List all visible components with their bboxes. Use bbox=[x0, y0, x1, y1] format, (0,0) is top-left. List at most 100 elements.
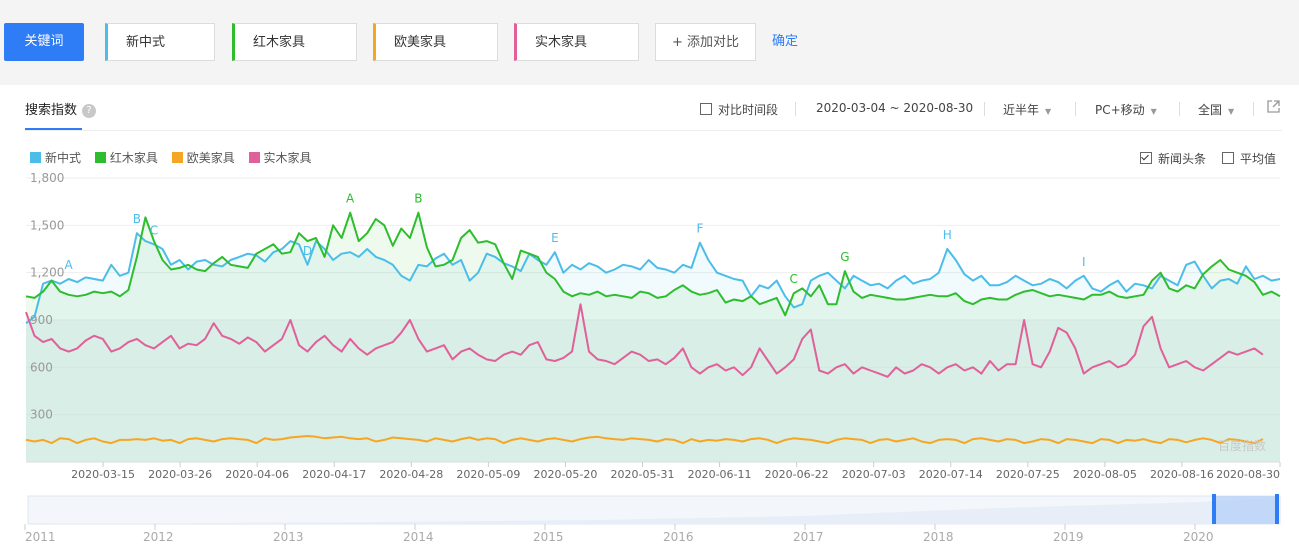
y-axis: 300 600 900 1,200 1,500 1,800 bbox=[30, 171, 64, 422]
tab-search-index[interactable]: 搜索指数? bbox=[25, 99, 97, 118]
x-tick-label: 2020-07-03 bbox=[842, 468, 906, 481]
average-toggle[interactable]: 平均值 bbox=[1222, 150, 1276, 167]
news-checkbox[interactable] bbox=[1140, 152, 1152, 164]
timeline-overview bbox=[28, 498, 1280, 524]
x-tick-label: 2020-04-28 bbox=[379, 468, 443, 481]
period-select-value: 近半年 bbox=[1003, 103, 1040, 117]
legend-label: 实木家具 bbox=[263, 151, 312, 165]
keyword-input-3[interactable]: 欧美家具 bbox=[373, 23, 498, 61]
date-range-picker[interactable]: 2020-03-04 ~ 2020-08-30 bbox=[816, 101, 974, 115]
series-line bbox=[25, 303, 1264, 378]
y-tick-label: 600 bbox=[30, 360, 53, 374]
legend-item[interactable]: 欧美家具 bbox=[171, 151, 235, 165]
chevron-down-icon: ▼ bbox=[1045, 107, 1052, 116]
x-tick-label: 2020-08-30 bbox=[1216, 468, 1280, 481]
series-line bbox=[25, 435, 1264, 445]
news-annotation[interactable]: A bbox=[65, 258, 74, 272]
y-tick-label: 1,800 bbox=[30, 171, 64, 185]
keyword-bar: 关键词 新中式 红木家具 欧美家具 实木家具 + 添加对比 确定 bbox=[0, 0, 1299, 85]
legend-label: 红木家具 bbox=[109, 151, 158, 165]
news-annotation[interactable]: E bbox=[551, 231, 559, 245]
news-annotation[interactable]: D bbox=[303, 244, 312, 258]
x-tick-label: 2020-08-16 bbox=[1150, 468, 1214, 481]
average-checkbox[interactable] bbox=[1222, 152, 1234, 164]
keyword-input-2[interactable]: 红木家具 bbox=[232, 23, 357, 61]
legend-swatch bbox=[94, 152, 106, 163]
legend-swatch bbox=[248, 152, 260, 163]
news-label: 新闻头条 bbox=[1158, 152, 1207, 166]
x-tick-label: 2020-06-22 bbox=[765, 468, 829, 481]
news-annotation[interactable]: F bbox=[696, 222, 703, 236]
news-annotation[interactable]: A bbox=[346, 192, 355, 206]
legend-swatch bbox=[30, 152, 41, 163]
help-icon[interactable]: ? bbox=[82, 104, 97, 118]
legend-label: 新中式 bbox=[45, 151, 82, 165]
x-tick-label: 2020-05-31 bbox=[611, 468, 675, 481]
timeline-year-label: 2015 bbox=[533, 530, 564, 544]
x-tick-label: 2020-05-20 bbox=[533, 468, 597, 481]
keyword-input-4[interactable]: 实木家具 bbox=[514, 23, 639, 61]
chart-legend: 新中式 红木家具 欧美家具 实木家具 bbox=[30, 149, 322, 166]
x-tick-label: 2020-08-05 bbox=[1073, 468, 1137, 481]
timeline-handle-right[interactable] bbox=[1275, 494, 1279, 524]
compare-period-toggle[interactable]: 对比时间段 bbox=[700, 101, 778, 118]
tab-label: 搜索指数 bbox=[25, 103, 78, 118]
period-select[interactable]: 近半年 ▼ bbox=[1003, 101, 1051, 118]
add-compare-button[interactable]: + 添加对比 bbox=[655, 23, 756, 61]
news-annotation[interactable]: I bbox=[1082, 255, 1086, 269]
confirm-button[interactable]: 确定 bbox=[772, 34, 799, 49]
separator bbox=[984, 102, 985, 116]
average-label: 平均值 bbox=[1240, 152, 1277, 166]
timeline-year-label: 2017 bbox=[793, 530, 824, 544]
news-annotation[interactable]: B bbox=[414, 192, 422, 206]
timeline-years: 2011 2012 2013 2014 2015 2016 2017 2018 2019 2020 bbox=[24, 524, 1214, 544]
news-annotation[interactable]: B bbox=[133, 212, 141, 226]
separator bbox=[1075, 102, 1076, 116]
news-toggle[interactable]: 新闻头条 bbox=[1140, 150, 1206, 167]
news-annotation[interactable]: G bbox=[840, 250, 849, 264]
chart-watermark: 百度指数 bbox=[1218, 438, 1266, 453]
separator bbox=[1253, 102, 1254, 116]
region-select[interactable]: 全国 ▼ bbox=[1198, 101, 1234, 118]
series-line bbox=[25, 232, 1281, 324]
x-tick-label: 2020-04-17 bbox=[302, 468, 366, 481]
chevron-down-icon: ▼ bbox=[1228, 107, 1235, 116]
x-axis: 2020-03-15 2020-03-26 2020-04-06 2020-04-17… bbox=[71, 462, 1281, 481]
news-annotation[interactable]: H bbox=[943, 228, 952, 242]
device-select[interactable]: PC+移动 ▼ bbox=[1095, 101, 1157, 118]
x-tick-label: 2020-04-06 bbox=[225, 468, 289, 481]
x-tick-label: 2020-05-09 bbox=[456, 468, 520, 481]
timeline-year-label: 2012 bbox=[143, 530, 174, 544]
timeline-navigator[interactable]: 2011 2012 2013 2014 2015 2016 2017 2018 2019 2020 bbox=[24, 494, 1281, 544]
tab-underline bbox=[25, 128, 82, 130]
timeline-year-label: 2019 bbox=[1053, 530, 1084, 544]
timeline-handle-left[interactable] bbox=[1212, 494, 1216, 524]
keyword-mode-button[interactable]: 关键词 bbox=[4, 23, 84, 61]
x-tick-label: 2020-03-26 bbox=[148, 468, 212, 481]
legend-item[interactable]: 实木家具 bbox=[248, 151, 312, 165]
keyword-input-1[interactable]: 新中式 bbox=[105, 23, 215, 61]
y-tick-label: 1,200 bbox=[30, 266, 64, 280]
legend-item[interactable]: 新中式 bbox=[30, 151, 81, 165]
legend-label: 欧美家具 bbox=[186, 151, 235, 165]
y-tick-label: 300 bbox=[30, 408, 53, 422]
news-annotation[interactable]: C bbox=[150, 223, 158, 237]
external-link-icon[interactable] bbox=[1266, 99, 1281, 117]
news-annotation[interactable]: C bbox=[790, 272, 798, 286]
separator bbox=[795, 102, 796, 116]
y-tick-label: 1,500 bbox=[30, 218, 64, 232]
timeline-year-label: 2018 bbox=[923, 530, 954, 544]
timeline-year-label: 2011 bbox=[25, 530, 56, 544]
timeline-year-label: 2016 bbox=[663, 530, 694, 544]
legend-item[interactable]: 红木家具 bbox=[94, 151, 158, 165]
series-area bbox=[26, 233, 1280, 462]
timeline-year-label: 2020 bbox=[1183, 530, 1214, 544]
compare-period-checkbox[interactable] bbox=[700, 103, 712, 115]
x-tick-label: 2020-07-25 bbox=[996, 468, 1060, 481]
timeline-selection[interactable] bbox=[1214, 496, 1278, 524]
legend-swatch bbox=[171, 152, 183, 163]
y-tick-label: 900 bbox=[30, 313, 53, 327]
chevron-down-icon: ▼ bbox=[1150, 107, 1157, 116]
region-select-value: 全国 bbox=[1198, 103, 1223, 117]
